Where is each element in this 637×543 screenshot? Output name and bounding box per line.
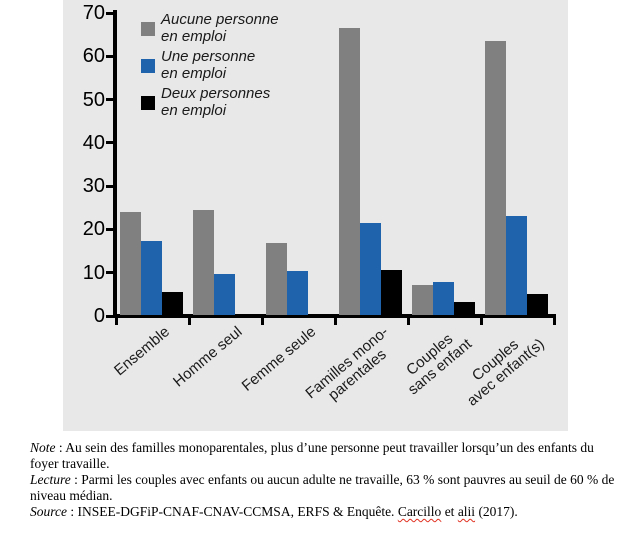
bar — [381, 269, 402, 315]
y-tick — [106, 271, 113, 275]
x-tick — [114, 318, 118, 325]
bar — [527, 293, 548, 315]
y-tick — [106, 184, 113, 188]
x-category-label: Couples avec enfant(s) — [464, 335, 549, 410]
plot-area: 0 10 20 30 40 50 60 70 Ensemble Homme seul Femme s… — [63, 0, 568, 431]
y-tick-label: 0 — [93, 305, 105, 327]
chart-legend: Aucune personne en emploi Une personne en… — [141, 11, 279, 123]
source-sep: : — [67, 504, 78, 519]
legend-item: Aucune personne en emploi — [141, 11, 279, 45]
y-tick-label: 30 — [82, 175, 105, 198]
y-tick-label: 20 — [82, 218, 105, 241]
y-tick — [106, 54, 113, 58]
legend-swatch — [141, 58, 155, 73]
y-tick-label: 10 — [82, 261, 105, 284]
x-category-label: Ensemble — [110, 323, 173, 380]
legend-label: Aucune personne en emploi — [161, 11, 279, 45]
bar — [266, 242, 287, 315]
bar — [193, 210, 214, 315]
y-axis-line — [113, 10, 117, 318]
bar — [214, 273, 235, 315]
legend-swatch — [141, 21, 155, 36]
bar — [287, 270, 308, 315]
y-tick-label: 50 — [82, 88, 105, 111]
x-tick — [333, 318, 337, 325]
x-tick — [187, 318, 191, 325]
y-tick-label: 40 — [82, 131, 105, 154]
chart-panel: 0 10 20 30 40 50 60 70 Ensemble Homme seul Femme s… — [63, 0, 568, 431]
source-label: Source — [30, 504, 67, 519]
bar — [162, 292, 183, 315]
lecture-label: Lecture — [30, 472, 71, 487]
x-category-label: Familles mono- parentales — [302, 323, 392, 404]
x-axis-line — [113, 314, 556, 318]
lecture-text: : Parmi les couples avec enfants ou aucu… — [30, 472, 615, 503]
y-tick-label: 70 — [82, 2, 105, 24]
bar — [339, 28, 360, 315]
y-tick — [106, 141, 113, 145]
source-misspelled-word: Carcillo — [397, 504, 442, 519]
x-category-label: Homme seul — [170, 323, 246, 391]
x-tick — [406, 318, 410, 325]
source-line: Source : INSEE-DGFiP-CNAF-CNAV-CCMSA, ER… — [30, 504, 618, 520]
source-text: (2017). — [475, 504, 518, 519]
legend-item: Deux personnes en emploi — [141, 85, 279, 119]
bar — [506, 216, 527, 315]
y-tick-label: 60 — [82, 45, 105, 68]
x-tick — [260, 318, 264, 325]
source-text: INSEE-DGFiP-CNAF-CNAV-CCMSA, ERFS & Enqu… — [77, 504, 398, 519]
legend-label: Une personne en emploi — [161, 48, 256, 82]
lecture-line: Lecture : Parmi les couples avec enfants… — [30, 472, 618, 504]
legend-label: Deux personnes en emploi — [161, 85, 271, 119]
bar — [485, 41, 506, 315]
bar — [141, 240, 162, 315]
x-tick — [552, 318, 556, 325]
legend-item: Une personne en emploi — [141, 48, 279, 82]
y-tick — [106, 227, 113, 231]
y-tick — [106, 11, 113, 15]
legend-swatch — [141, 95, 155, 110]
bar — [120, 212, 141, 315]
y-tick — [106, 98, 113, 102]
x-tick — [479, 318, 483, 325]
note-line: Note : Au sein des familles monoparental… — [30, 440, 618, 472]
bar — [412, 284, 433, 315]
source-text: et — [441, 504, 458, 519]
figure-notes: Note : Au sein des familles monoparental… — [30, 440, 618, 520]
source-misspelled-word: alii — [457, 504, 476, 519]
y-tick — [106, 314, 113, 318]
bar — [454, 302, 475, 315]
note-label: Note — [30, 440, 56, 455]
note-text: : Au sein des familles monoparentales, p… — [30, 440, 594, 471]
bar — [433, 282, 454, 315]
bar — [360, 222, 381, 315]
